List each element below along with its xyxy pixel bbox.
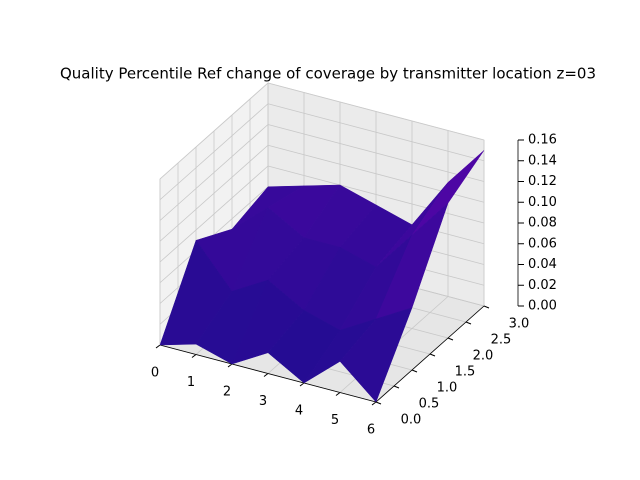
z-tick-label: 0.06 <box>528 236 557 251</box>
grid-line <box>159 82 269 180</box>
x-tick-label: 0 <box>151 366 159 381</box>
axis-line <box>159 344 377 403</box>
grid-line <box>267 124 485 182</box>
z-tick-label: 0.10 <box>528 195 557 210</box>
x-tick <box>155 344 161 349</box>
y-tick-label: 3.0 <box>509 317 530 332</box>
grid-line <box>159 165 269 263</box>
x-tick <box>371 401 377 406</box>
x-tick <box>335 392 341 396</box>
x-tick <box>191 354 197 358</box>
x-tick <box>299 382 305 387</box>
z-tick-label: 0.02 <box>528 278 557 293</box>
x-tick-label: 3 <box>259 394 267 409</box>
surface-patch <box>339 307 413 403</box>
y-tick <box>411 369 418 373</box>
z-tick-label: 0.14 <box>528 153 557 168</box>
y-tick-label: 0.0 <box>401 413 422 428</box>
y-tick <box>375 401 382 405</box>
x-tick <box>263 373 269 377</box>
grid-line <box>159 144 269 242</box>
grid-line <box>159 124 269 221</box>
grid-line <box>267 165 485 224</box>
x-tick-label: 1 <box>187 375 195 390</box>
y-tick-label: 2.0 <box>473 349 494 364</box>
x-tick-label: 6 <box>367 423 375 438</box>
y-tick-label: 0.5 <box>419 397 440 412</box>
x-tick-label: 5 <box>331 413 339 428</box>
z-tick-label: 0.16 <box>528 133 557 148</box>
y-tick <box>447 337 454 341</box>
y-tick-label: 1.5 <box>455 365 476 380</box>
grid-line <box>159 103 269 201</box>
x-tick-label: 2 <box>223 385 231 400</box>
y-tick-label: 2.5 <box>491 333 512 348</box>
y-tick <box>465 321 472 325</box>
grid-line <box>267 82 485 141</box>
axis-line <box>375 305 485 403</box>
y-tick <box>393 385 400 389</box>
y-tick <box>483 305 490 309</box>
y-tick-label: 1.0 <box>437 381 458 396</box>
z-tick-label: 0.08 <box>528 216 557 231</box>
y-tick <box>429 353 436 357</box>
z-tick-label: 0.00 <box>528 299 557 314</box>
z-tick-label: 0.04 <box>528 257 557 272</box>
x-tick-label: 4 <box>295 404 303 419</box>
grid-line <box>267 103 485 162</box>
chart-title: Quality Percentile Ref change of coverag… <box>60 65 596 83</box>
x-tick <box>227 363 233 368</box>
z-tick-label: 0.12 <box>528 174 557 189</box>
